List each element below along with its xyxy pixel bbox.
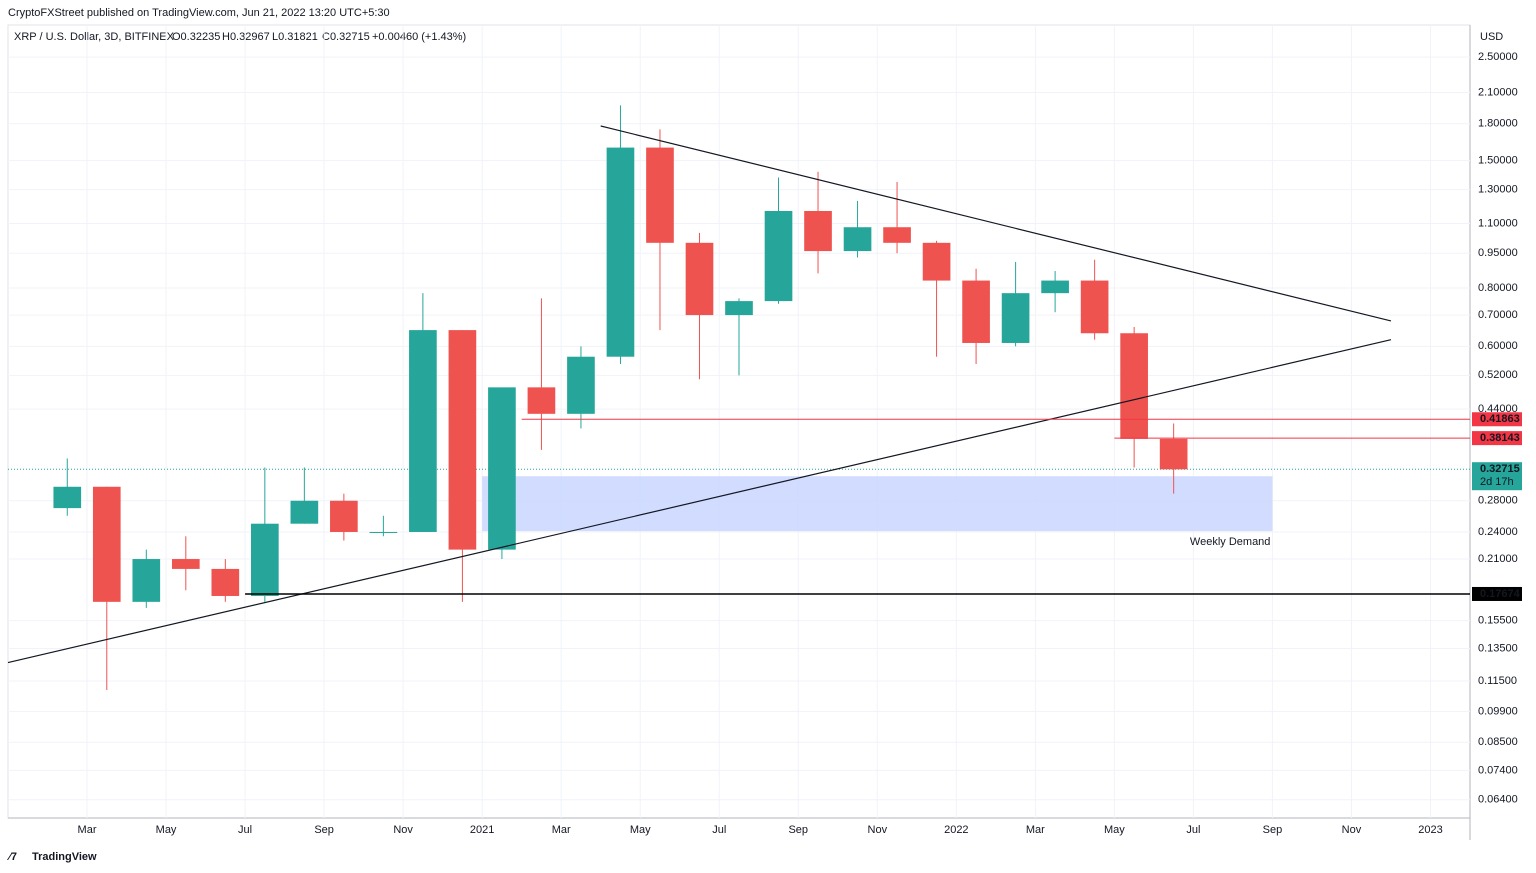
countdown-label: 2d 17h xyxy=(1480,476,1514,488)
price-tag-label: 0.17674 xyxy=(1480,588,1521,600)
x-tick-label: May xyxy=(630,824,651,836)
candle-body xyxy=(843,227,872,252)
y-tick-label: 0.08500 xyxy=(1478,736,1518,748)
candle-body xyxy=(53,486,82,509)
legend-ohlc: O0.32235 xyxy=(172,31,220,43)
candle-body xyxy=(527,387,556,414)
candle-body xyxy=(764,211,793,302)
candle-body xyxy=(251,523,279,596)
legend-symbol: XRP / U.S. Dollar, 3D, BITFINEX xyxy=(14,31,175,43)
y-tick-label: 0.52000 xyxy=(1478,369,1518,381)
y-tick-label: 1.10000 xyxy=(1478,217,1518,229)
candle-body xyxy=(290,500,319,524)
price-tag xyxy=(1472,586,1522,601)
candle-body xyxy=(448,330,477,550)
legend-ohlc: L0.31821 xyxy=(272,31,318,43)
x-tick-label: May xyxy=(1104,824,1125,836)
trendline xyxy=(7,339,1392,664)
y-tick-label: 0.11500 xyxy=(1478,675,1517,687)
x-tick-label: Jul xyxy=(238,824,252,836)
x-tick-label: Jul xyxy=(1186,824,1200,836)
y-tick-label: 0.70000 xyxy=(1478,309,1518,321)
candle-body xyxy=(725,301,753,316)
x-tick-label: Nov xyxy=(868,824,888,836)
y-tick-label: 0.15500 xyxy=(1478,614,1518,626)
x-tick-label: Mar xyxy=(1026,824,1045,836)
x-tick-label: Nov xyxy=(1342,824,1362,836)
candle-body xyxy=(1041,280,1069,294)
price-tag-label: 0.41863 xyxy=(1480,413,1520,425)
x-tick-label: 2022 xyxy=(944,824,968,836)
x-tick-label: Mar xyxy=(552,824,571,836)
legend-ohlc: C0.32715 xyxy=(322,31,370,43)
price-tag xyxy=(1472,431,1522,446)
y-tick-label: 0.80000 xyxy=(1478,282,1518,294)
x-tick-label: Sep xyxy=(1263,824,1283,836)
y-tick-label: 1.30000 xyxy=(1478,184,1518,196)
y-tick-label: 1.50000 xyxy=(1478,155,1518,167)
candle-body xyxy=(1001,293,1030,343)
x-tick-label: Mar xyxy=(78,824,97,836)
price-tag xyxy=(1472,462,1522,491)
candle-body xyxy=(330,500,358,532)
legend-ohlc: H0.32967 xyxy=(222,31,270,43)
y-tick-label: 0.13500 xyxy=(1478,642,1518,654)
y-tick-label: 0.06400 xyxy=(1478,794,1518,806)
candle-body xyxy=(132,559,161,602)
x-tick-label: Jul xyxy=(712,824,726,836)
price-tag-label: 0.38143 xyxy=(1480,432,1520,444)
axis-unit: USD xyxy=(1480,31,1503,43)
demand-zone xyxy=(482,476,1273,532)
y-tick-label: 0.60000 xyxy=(1478,340,1518,352)
candle-body xyxy=(962,280,990,343)
candle-body xyxy=(646,147,674,243)
candle-body xyxy=(488,387,516,550)
candle-body xyxy=(1159,438,1188,470)
candle-body xyxy=(883,227,911,243)
trendline xyxy=(600,125,1392,322)
candle-body xyxy=(567,356,595,414)
y-tick-label: 0.44000 xyxy=(1478,403,1518,415)
y-tick-label: 0.21000 xyxy=(1478,553,1518,565)
legend-change: +0.00460 (+1.43%) xyxy=(372,31,466,43)
logo-icon: ⁄7 xyxy=(6,851,17,863)
y-tick-label: 2.50000 xyxy=(1478,51,1518,63)
x-tick-label: Nov xyxy=(393,824,413,836)
footer-logo: TradingView xyxy=(32,851,97,863)
y-tick-label: 0.24000 xyxy=(1478,526,1518,538)
price-tag xyxy=(1472,412,1522,427)
x-tick-label: Sep xyxy=(788,824,808,836)
x-tick-label: May xyxy=(156,824,177,836)
y-tick-label: 0.07400 xyxy=(1478,764,1518,776)
candle-body xyxy=(211,568,240,596)
header: CryptoFXStreet published on TradingView.… xyxy=(8,7,390,19)
candle-body xyxy=(369,531,398,533)
y-tick-label: 2.10000 xyxy=(1478,86,1518,98)
price-tag-label: 0.32715 xyxy=(1480,463,1520,475)
zone-label: Weekly Demand xyxy=(1190,536,1271,548)
y-tick-label: 0.28000 xyxy=(1478,495,1518,507)
y-tick-label: 1.80000 xyxy=(1478,118,1518,130)
candle-body xyxy=(171,559,200,569)
candle-body xyxy=(804,211,832,252)
candle-body xyxy=(922,242,951,281)
x-tick-label: 2021 xyxy=(470,824,494,836)
x-tick-label: Sep xyxy=(314,824,334,836)
candle-body xyxy=(1080,280,1109,334)
candle-body xyxy=(92,486,121,602)
x-tick-label: 2023 xyxy=(1418,824,1442,836)
candle-body xyxy=(409,330,437,532)
candle-body xyxy=(685,242,714,316)
candle-body xyxy=(1120,333,1148,439)
y-tick-label: 0.09900 xyxy=(1478,705,1518,717)
candle-body xyxy=(606,147,635,357)
y-tick-label: 0.95000 xyxy=(1478,247,1518,259)
